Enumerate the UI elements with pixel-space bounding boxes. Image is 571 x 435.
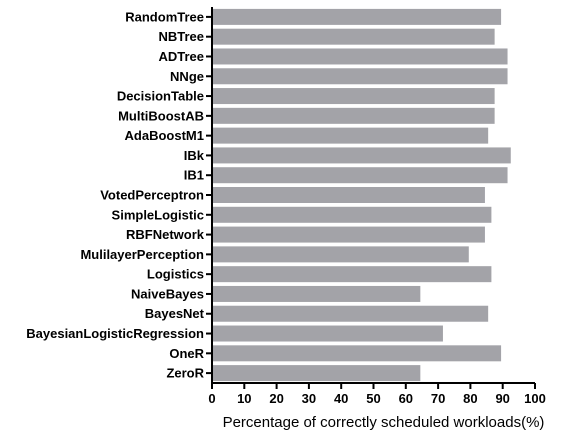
bar-MultiBoostAB bbox=[212, 107, 495, 124]
category-label: RandomTree bbox=[125, 9, 204, 24]
x-tick-label: 70 bbox=[431, 391, 445, 406]
bar-BayesianLogisticRegression bbox=[212, 325, 443, 342]
category-label: MultiBoostAB bbox=[118, 108, 204, 123]
category-label: IB1 bbox=[184, 168, 204, 183]
x-tick-label: 20 bbox=[269, 391, 283, 406]
bar-VotedPerceptron bbox=[212, 187, 485, 203]
category-label: BayesNet bbox=[145, 306, 205, 321]
bar-IB1 bbox=[212, 167, 508, 184]
category-label: Logistics bbox=[147, 267, 204, 282]
x-tick-label: 30 bbox=[302, 391, 316, 406]
bar-SimpleLogistic bbox=[212, 206, 492, 223]
bar-IBk bbox=[212, 147, 511, 164]
x-tick-label: 40 bbox=[334, 391, 348, 406]
bar-DecisionTable bbox=[212, 88, 495, 105]
x-tick-label: 100 bbox=[524, 391, 546, 406]
category-label: NNge bbox=[170, 69, 204, 84]
x-tick-label: 50 bbox=[366, 391, 380, 406]
bar-ZeroR bbox=[212, 365, 421, 382]
x-tick-label: 0 bbox=[208, 391, 215, 406]
bar-AdaBoostM1 bbox=[212, 127, 489, 144]
category-label: NBTree bbox=[158, 29, 204, 44]
x-tick-label: 60 bbox=[399, 391, 413, 406]
category-label: BayesianLogisticRegression bbox=[26, 326, 204, 341]
category-label: SimpleLogistic bbox=[112, 207, 204, 222]
x-tick-label: 10 bbox=[237, 391, 251, 406]
bar-RandomTree bbox=[212, 8, 502, 25]
x-tick-label: 90 bbox=[495, 391, 509, 406]
category-label: AdaBoostM1 bbox=[125, 128, 204, 143]
category-label: NaiveBayes bbox=[131, 286, 204, 301]
bar-NNge bbox=[212, 68, 508, 85]
x-axis-title: Percentage of correctly scheduled worklo… bbox=[223, 414, 545, 431]
category-label: ADTree bbox=[158, 49, 204, 64]
category-label: DecisionTable bbox=[117, 89, 204, 104]
category-label: MulilayerPerception bbox=[80, 247, 204, 262]
bar-NaiveBayes bbox=[212, 285, 421, 302]
category-label: IBk bbox=[184, 148, 205, 163]
bar-BayesNet bbox=[212, 305, 489, 322]
bar-RBFNetwork bbox=[212, 226, 485, 243]
category-label: ZeroR bbox=[166, 366, 204, 381]
bar-MulilayerPerception bbox=[212, 246, 469, 263]
x-axis-ticks: 0 10 20 30 40 50 60 70 80 90 100 bbox=[208, 383, 546, 406]
bar-Logistics bbox=[212, 266, 492, 283]
bar-OneR bbox=[212, 345, 502, 362]
category-label: OneR bbox=[169, 346, 204, 361]
category-labels: RandomTree NBTree ADTree NNge DecisionTable M… bbox=[26, 9, 212, 381]
bar-NBTree bbox=[212, 28, 495, 45]
bar-ADTree bbox=[212, 48, 508, 65]
x-tick-label: 80 bbox=[463, 391, 477, 406]
category-label: RBFNetwork bbox=[126, 227, 205, 242]
bars-layer bbox=[212, 8, 511, 382]
category-label: VotedPerceptron bbox=[100, 188, 204, 203]
